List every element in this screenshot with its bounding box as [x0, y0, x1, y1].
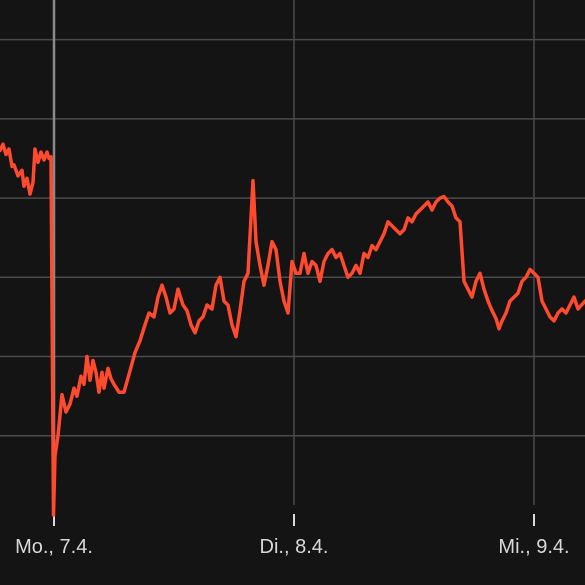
x-tick-label-0: Mo., 7.4.: [15, 536, 93, 558]
grid-layer: [0, 0, 585, 505]
x-tick-label-1: Di., 8.4.: [260, 536, 329, 558]
x-axis: Mo., 7.4. Di., 8.4. Mi., 9.4.: [15, 514, 570, 558]
series-layer: [0, 142, 585, 517]
x-tick-label-2: Mi., 9.4.: [498, 536, 569, 558]
series-line-0: [0, 142, 585, 517]
